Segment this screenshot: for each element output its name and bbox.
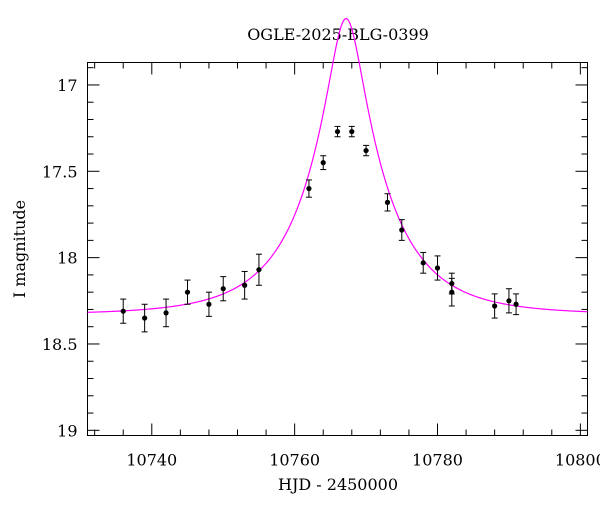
data-point	[420, 251, 427, 274]
data-point	[220, 276, 227, 302]
y-tick-label: 18	[57, 249, 77, 268]
point-marker	[120, 308, 126, 314]
point-marker	[384, 199, 391, 205]
data-point	[305, 179, 312, 198]
y-tick-label: 18.5	[42, 335, 78, 354]
data-point	[513, 293, 520, 316]
x-tick-label: 10780	[412, 451, 463, 470]
point-marker	[434, 265, 441, 271]
point-marker	[363, 147, 369, 154]
data-point	[205, 291, 212, 317]
x-axis-label: HJD - 2450000	[278, 475, 398, 494]
point-marker	[142, 315, 148, 321]
data-point	[434, 255, 441, 281]
data-point	[384, 193, 391, 212]
data-points	[120, 125, 520, 333]
x-tick-label: 10800	[555, 451, 600, 470]
y-tick-label: 17	[57, 76, 77, 95]
point-marker	[513, 301, 519, 307]
point-marker	[306, 185, 312, 192]
data-point	[320, 155, 327, 171]
y-tick-label: 17.5	[42, 162, 78, 181]
point-marker	[256, 267, 262, 273]
data-point	[448, 277, 455, 307]
data-point	[241, 270, 248, 300]
point-marker	[399, 227, 405, 233]
data-point	[120, 298, 127, 324]
x-tick-label: 10760	[269, 451, 320, 470]
data-point	[334, 125, 341, 138]
point-marker	[206, 301, 212, 307]
point-marker	[334, 128, 341, 135]
point-marker	[492, 303, 498, 309]
point-marker	[163, 310, 169, 316]
data-point	[398, 219, 405, 241]
plot-frame	[87, 62, 588, 436]
axis-tick-labels: 10740 10760 10780 10800 17 17.5 18 18.5 19	[42, 76, 600, 470]
data-point	[363, 144, 370, 157]
point-marker	[506, 298, 512, 304]
data-point	[491, 293, 498, 319]
point-marker	[220, 286, 226, 292]
data-point	[348, 125, 355, 138]
data-point	[184, 279, 191, 305]
point-marker	[449, 289, 455, 295]
data-point	[163, 298, 170, 328]
y-tick-label: 19	[57, 421, 77, 440]
point-marker	[184, 289, 191, 295]
point-marker	[242, 282, 248, 288]
axis-ticks	[87, 62, 588, 436]
data-point	[505, 288, 512, 314]
y-axis-label: I magnitude	[10, 200, 29, 298]
point-marker	[420, 260, 426, 266]
data-point	[255, 253, 262, 286]
point-marker	[320, 160, 326, 166]
data-point	[141, 303, 148, 333]
x-tick-label: 10740	[126, 451, 177, 470]
point-marker	[349, 128, 355, 135]
model-curve	[87, 17, 588, 313]
chart-title: OGLE-2025-BLG-0399	[247, 25, 429, 44]
